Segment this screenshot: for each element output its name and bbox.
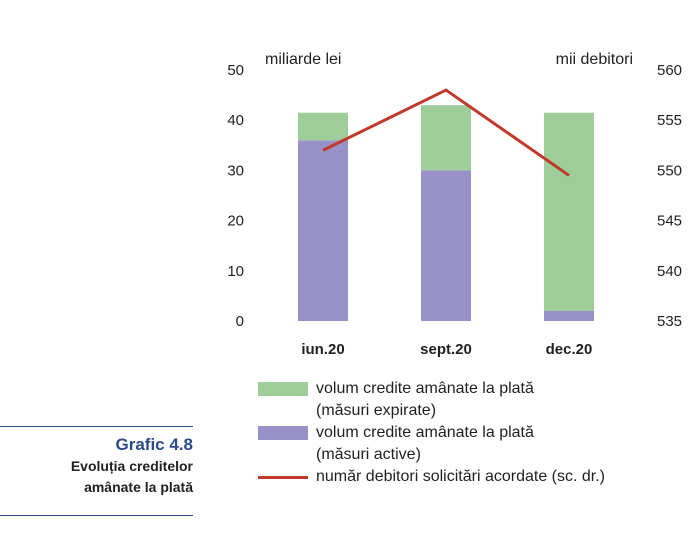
right-axis-unit: mii debitori xyxy=(556,51,633,68)
caption-title: Grafic 4.8 xyxy=(115,435,194,454)
category-label: dec.20 xyxy=(546,341,593,358)
right-tick-label: 540 xyxy=(657,263,682,280)
legend-swatch-debtors xyxy=(258,476,308,479)
right-tick-label: 560 xyxy=(657,62,682,79)
caption-bottom-rule xyxy=(0,515,193,516)
legend: volum credite amânate la plată (măsuri e… xyxy=(258,378,688,488)
left-axis-unit: miliarde lei xyxy=(265,51,341,68)
legend-label-debtors: număr debitori solicitări acordate (sc. … xyxy=(316,468,605,485)
line-series-group xyxy=(322,88,570,177)
legend-swatch-active xyxy=(258,426,308,440)
left-tick-label: 10 xyxy=(227,263,244,280)
left-tick-label: 40 xyxy=(227,112,244,129)
right-tick-label: 550 xyxy=(657,162,682,179)
x-axis: iun.20 sept.20 dec.20 xyxy=(301,341,592,358)
caption-top-rule xyxy=(0,426,193,427)
caption-subtitle-line2: amânate la plată xyxy=(84,479,193,495)
legend-item-expired: volum credite amânate la plată (măsuri e… xyxy=(258,378,688,422)
left-tick-label: 0 xyxy=(236,313,244,330)
left-tick-label: 30 xyxy=(227,162,244,179)
legend-swatch-expired xyxy=(258,382,308,396)
bar-segment xyxy=(544,310,594,321)
bar-segment xyxy=(298,112,348,141)
bar-segment xyxy=(421,105,471,171)
right-axis: 535 540 545 550 555 560 xyxy=(657,62,682,330)
legend-label-active: volum credite amânate la plată (măsuri a… xyxy=(316,424,534,463)
bar-segment xyxy=(544,112,594,311)
caption-subtitle-line1: Evoluția creditelor xyxy=(70,458,193,474)
category-label: iun.20 xyxy=(301,341,344,358)
legend-label-expired: volum credite amânate la plată (măsuri e… xyxy=(316,380,534,419)
legend-item-active: volum credite amânate la plată (măsuri a… xyxy=(258,422,688,466)
caption-block: Grafic 4.8 Evoluția creditelor amânate l… xyxy=(0,432,193,498)
right-tick-label: 535 xyxy=(657,313,682,330)
category-label: sept.20 xyxy=(420,341,472,358)
right-tick-label: 555 xyxy=(657,112,682,129)
left-tick-label: 20 xyxy=(227,213,244,230)
left-tick-label: 50 xyxy=(227,62,244,79)
left-axis: 0 10 20 30 40 50 xyxy=(227,62,244,330)
bar-segment xyxy=(421,170,471,321)
bar-segment xyxy=(298,140,348,321)
bars-group xyxy=(298,105,594,321)
right-tick-label: 545 xyxy=(657,213,682,230)
legend-item-debtors: număr debitori solicitări acordate (sc. … xyxy=(258,466,688,488)
